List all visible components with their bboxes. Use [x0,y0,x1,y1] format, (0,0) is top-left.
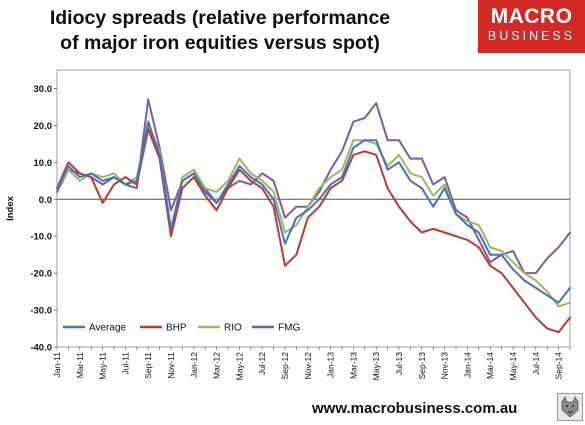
x-tick-label: Jul-12 [257,352,267,375]
x-tick-label: Jan-14 [462,352,472,378]
legend-label-average: Average [89,323,127,334]
y-tick-label: 10.0 [34,158,53,169]
x-tick-label: Nov-11 [166,352,176,379]
wolf-logo-icon [557,393,583,421]
legend-label-rio: RIO [224,323,242,334]
y-tick-label: 30.0 [34,84,53,95]
y-tick-label: -30.0 [30,306,52,317]
y-tick-label: -40.0 [30,343,52,354]
footer-url[interactable]: www.macrobusiness.com.au [312,400,517,417]
x-tick-label: Sep-11 [143,352,153,379]
series-line-bhp [57,129,570,332]
x-tick-label: May-11 [98,352,108,380]
x-tick-label: Sep-13 [417,352,427,380]
legend: Average BHP RIO FMG [63,323,300,334]
plot-frame [57,70,570,347]
legend-label-fmg: FMG [278,323,300,334]
x-tick-label: May-12 [234,352,244,381]
x-tick-label: Nov-12 [303,352,313,380]
y-axis-title: Index [5,195,16,221]
x-tick-label: May-14 [508,352,518,381]
x-tick-label: Mar-12 [212,352,222,379]
x-tick-label: Sep-14 [554,352,564,380]
axis-layer: -40.0 -30.0 -20.0 -10.0 0.0 10.0 20.0 30.0 Index… [5,70,570,380]
x-tick-label: Mar-11 [75,352,85,379]
x-tick-label: Mar-13 [348,352,358,379]
x-tick-label: Jan-13 [326,352,336,378]
y-tick-label: -10.0 [30,232,52,243]
x-tick-label: Jul-14 [531,352,541,375]
legend-label-bhp: BHP [166,323,187,334]
x-tick-label: Mar-14 [485,352,495,379]
x-tick-label: Sep-12 [280,352,290,380]
x-tick-label: Jan-12 [189,352,199,378]
series-layer [57,100,570,333]
y-tick-label: 20.0 [34,121,53,132]
y-tick-label: -20.0 [30,269,52,280]
series-line-rio [57,125,570,306]
x-tick-label: Jul-11 [120,352,130,375]
y-tick-label: 0.0 [39,195,52,206]
series-line-fmg [57,100,570,274]
x-tick-label: May-13 [371,352,381,381]
x-tick-label: Nov-13 [440,352,450,380]
x-tick-label: Jan-11 [52,352,62,378]
x-tick-label: Jul-13 [394,352,404,375]
